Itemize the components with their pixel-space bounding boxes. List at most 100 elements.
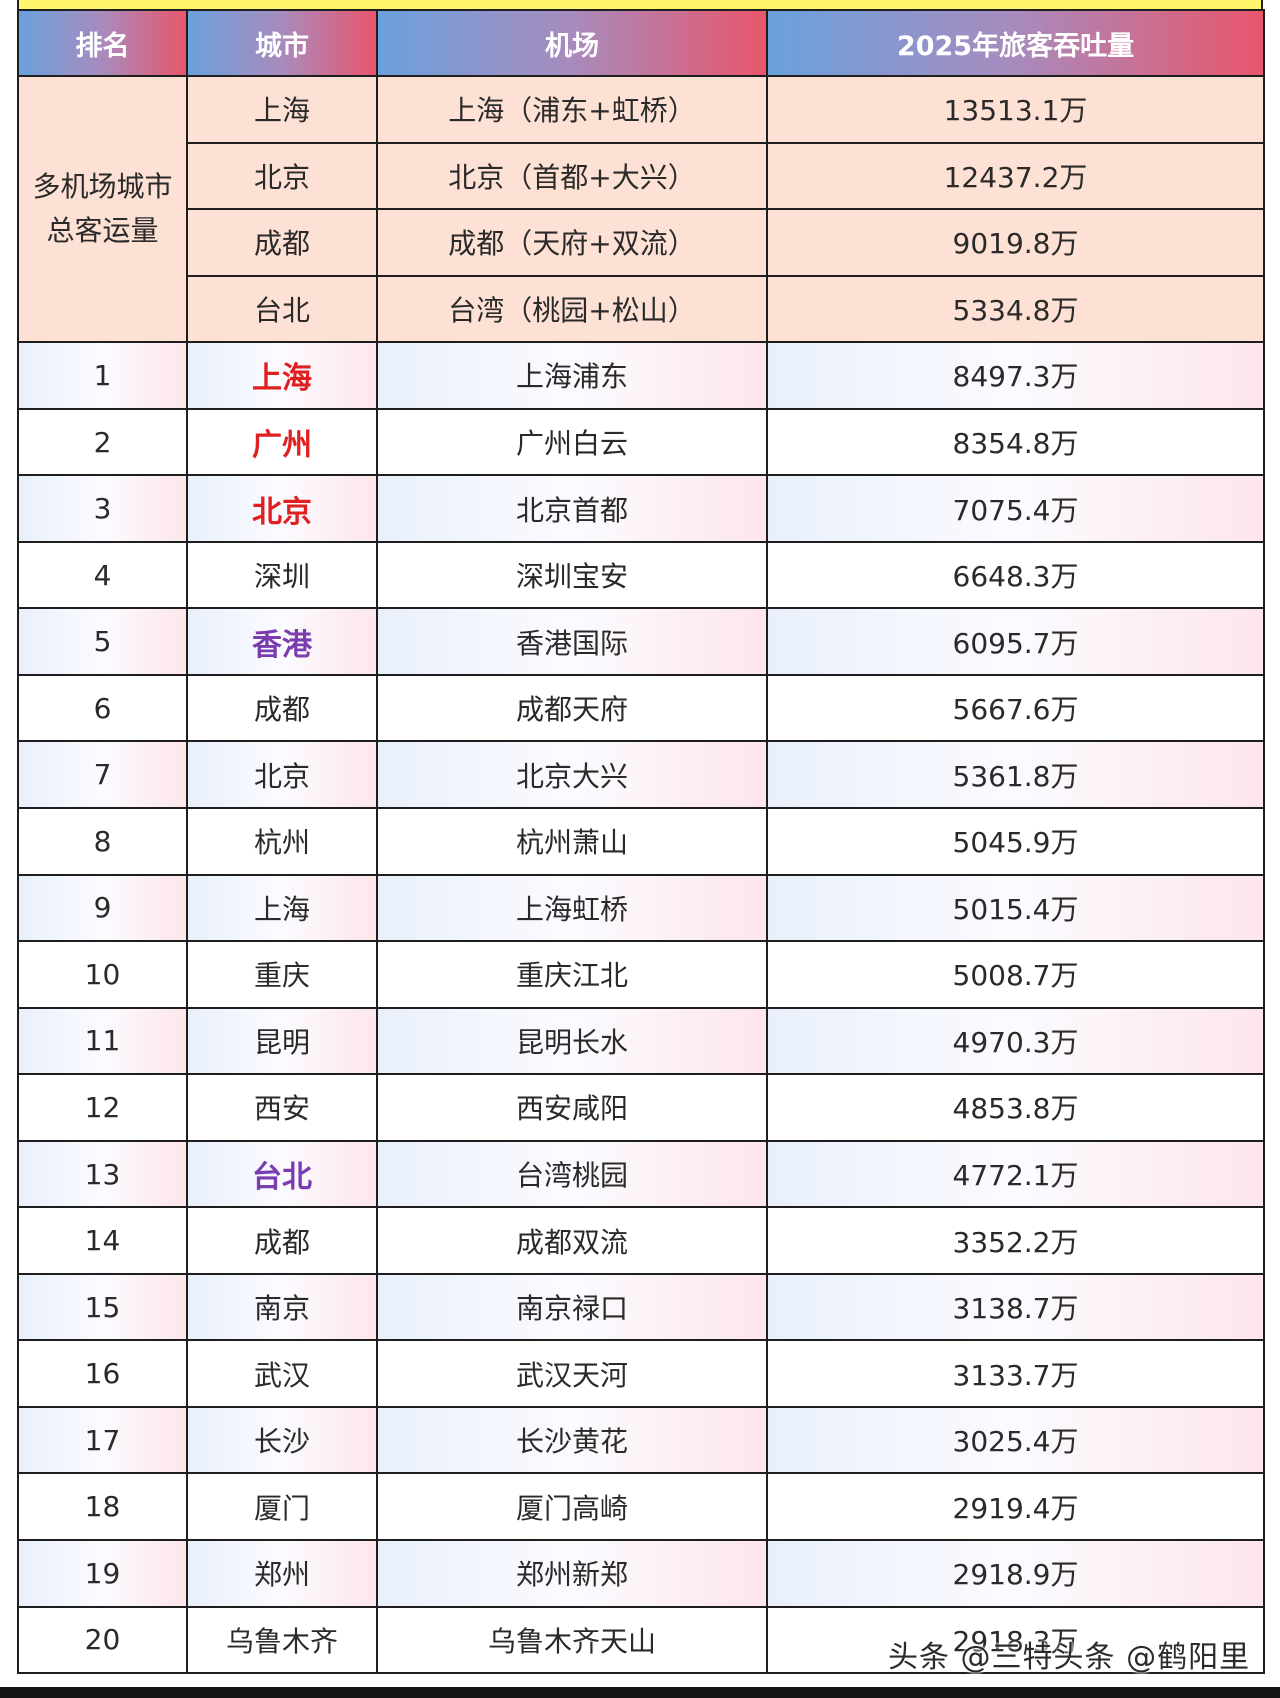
passengers-cell: 3133.7万 (766, 1339, 1265, 1408)
multi-city: 台北 (186, 274, 378, 344)
airport-cell: 深圳宝安 (376, 540, 768, 610)
ranking-row: 7 北京 北京大兴 5361.8万 (17, 740, 1265, 810)
airport-cell: 广州白云 (376, 407, 768, 477)
multi-city: 北京 (186, 141, 378, 211)
header-rank: 排名 (17, 9, 188, 77)
passengers-cell: 3352.2万 (766, 1206, 1265, 1275)
multi-passengers: 5334.8万 (766, 274, 1265, 344)
passengers-cell: 2918.3万 (766, 1605, 1265, 1675)
header-row: 排名 城市 机场 2025年旅客吞吐量 (17, 9, 1265, 77)
ranking-row: 13 台北 台湾桃园 4772.1万 (17, 1139, 1265, 1209)
ranking-row: 4 深圳 深圳宝安 6648.3万 (17, 540, 1265, 610)
multi-passengers: 13513.1万 (766, 75, 1265, 144)
rank-cell: 17 (17, 1405, 188, 1475)
airport-cell: 杭州萧山 (376, 807, 768, 876)
city-cell: 成都 (186, 673, 378, 743)
multi-airport: 北京（首都+大兴） (376, 141, 768, 211)
airport-cell: 成都天府 (376, 673, 768, 743)
airport-cell: 上海虹桥 (376, 873, 768, 943)
rank-cell: 11 (17, 1006, 188, 1076)
ranking-row: 3 北京 北京首都 7075.4万 (17, 474, 1265, 543)
city-cell: 乌鲁木齐 (186, 1605, 378, 1675)
passengers-cell: 4853.8万 (766, 1073, 1265, 1142)
rank-cell: 3 (17, 474, 188, 543)
city-cell: 重庆 (186, 940, 378, 1009)
rank-cell: 8 (17, 807, 188, 876)
rank-cell: 14 (17, 1206, 188, 1275)
ranking-row: 16 武汉 武汉天河 3133.7万 (17, 1339, 1265, 1408)
city-cell: 广州 (186, 407, 378, 477)
city-cell: 北京 (186, 740, 378, 810)
multi-airport-row: 多机场城市总客运量 上海 上海（浦东+虹桥） 13513.1万 (17, 74, 1265, 344)
airport-cell: 上海浦东 (376, 341, 768, 410)
passengers-cell: 3025.4万 (766, 1405, 1265, 1475)
watermark: 头条 @三特头条 @鹤阳里 (888, 1640, 1251, 1675)
rank-cell: 4 (17, 540, 188, 610)
rank-cell: 5 (17, 607, 188, 676)
multi-airport: 成都（天府+双流） (376, 208, 768, 277)
passengers-cell: 5008.7万 (766, 940, 1265, 1009)
rank-cell: 7 (17, 740, 188, 810)
passengers-cell: 8497.3万 (766, 341, 1265, 410)
city-cell: 南京 (186, 1272, 378, 1342)
ranking-rows: 1 上海 上海浦东 8497.3万 2 广州 广州白云 8354.8万 3 北京 北京首都 7075.… (17, 341, 1265, 1675)
airport-cell: 西安咸阳 (376, 1073, 768, 1142)
rank-cell: 13 (17, 1139, 188, 1209)
top-color-band (17, 0, 1263, 9)
city-cell: 台北 (186, 1139, 378, 1209)
rank-cell: 15 (17, 1272, 188, 1342)
ranking-row: 6 成都 成都天府 5667.6万 (17, 673, 1265, 743)
rank-cell: 20 (17, 1605, 188, 1675)
city-cell: 上海 (186, 341, 378, 410)
airport-cell: 重庆江北 (376, 940, 768, 1009)
airport-cell: 昆明长水 (376, 1006, 768, 1076)
airport-cell: 南京禄口 (376, 1272, 768, 1342)
multi-city: 成都 (186, 208, 378, 277)
ranking-row: 12 西安 西安咸阳 4853.8万 (17, 1073, 1265, 1142)
ranking-row: 1 上海 上海浦东 8497.3万 (17, 341, 1265, 410)
header-passengers: 2025年旅客吞吐量 (766, 9, 1265, 77)
rank-cell: 6 (17, 673, 188, 743)
city-cell: 西安 (186, 1073, 378, 1142)
airport-cell: 厦门高崎 (376, 1472, 768, 1542)
city-cell: 深圳 (186, 540, 378, 610)
passengers-cell: 5015.4万 (766, 873, 1265, 943)
city-cell: 郑州 (186, 1539, 378, 1608)
city-cell: 成都 (186, 1206, 378, 1275)
city-cell: 香港 (186, 607, 378, 676)
multi-airport-group-label: 多机场城市总客运量 (17, 74, 188, 344)
passengers-cell: 5361.8万 (766, 740, 1265, 810)
ranking-row: 20 乌鲁木齐 乌鲁木齐天山 2918.3万 (17, 1605, 1265, 1675)
passengers-cell: 5667.6万 (766, 673, 1265, 743)
airport-cell: 香港国际 (376, 607, 768, 676)
ranking-row: 5 香港 香港国际 6095.7万 (17, 607, 1265, 676)
airport-cell: 成都双流 (376, 1206, 768, 1275)
ranking-row: 11 昆明 昆明长水 4970.3万 (17, 1006, 1265, 1076)
city-cell: 厦门 (186, 1472, 378, 1542)
city-cell: 杭州 (186, 807, 378, 876)
multi-airport: 台湾（桃园+松山） (376, 274, 768, 344)
multi-city: 上海 (186, 75, 378, 144)
airport-ranking-table: 排名 城市 机场 2025年旅客吞吐量 多机场城市总客运量 上海 上海（浦东+虹… (17, 9, 1265, 1675)
ranking-row: 14 成都 成都双流 3352.2万 (17, 1206, 1265, 1275)
ranking-row: 10 重庆 重庆江北 5008.7万 (17, 940, 1265, 1009)
airport-cell: 北京大兴 (376, 740, 768, 810)
city-cell: 北京 (186, 474, 378, 543)
city-cell: 上海 (186, 873, 378, 943)
rank-cell: 9 (17, 873, 188, 943)
ranking-row: 2 广州 广州白云 8354.8万 (17, 407, 1265, 477)
multi-airport-row: 台北 台湾（桃园+松山） 5334.8万 (18, 274, 1265, 344)
passengers-cell: 5045.9万 (766, 807, 1265, 876)
city-cell: 武汉 (186, 1339, 378, 1408)
airport-cell: 武汉天河 (376, 1339, 768, 1408)
airport-cell: 台湾桃园 (376, 1139, 768, 1209)
city-cell: 长沙 (186, 1405, 378, 1475)
rank-cell: 16 (17, 1339, 188, 1408)
passengers-cell: 8354.8万 (766, 407, 1265, 477)
ranking-row: 18 厦门 厦门高崎 2919.4万 (17, 1472, 1265, 1542)
airport-cell: 乌鲁木齐天山 (376, 1605, 768, 1675)
passengers-cell: 6095.7万 (766, 607, 1265, 676)
rank-cell: 12 (17, 1073, 188, 1142)
ranking-row: 17 长沙 长沙黄花 3025.4万 (17, 1405, 1265, 1475)
rank-cell: 1 (17, 341, 188, 410)
